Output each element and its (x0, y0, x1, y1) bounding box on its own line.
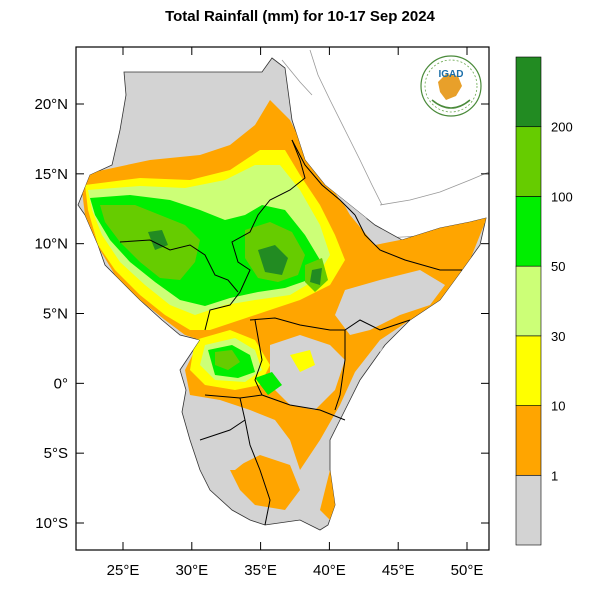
colorbar-bin (515, 196, 542, 267)
y-tick-label: 20°N (34, 96, 68, 113)
map-frame (75, 46, 490, 551)
colorbar-bin (515, 265, 542, 337)
colorbar-label: 200 (551, 120, 573, 135)
colorbar-bin (515, 405, 542, 476)
y-tick-label: 5°N (43, 306, 68, 323)
y-tick-label: 5°S (44, 445, 68, 462)
x-tick-label: 25°E (107, 562, 140, 579)
y-tick-label: 10°N (34, 236, 68, 253)
y-tick-label: 10°S (35, 515, 68, 532)
x-tick-label: 30°E (175, 562, 208, 579)
y-axis-ticks: 20°N 15°N 10°N 5°N 0° 5°S 10°S (34, 96, 489, 532)
colorbar-bin (515, 126, 542, 197)
x-axis-ticks: 25°E 30°E 35°E 40°E 45°E 50°E (107, 47, 484, 579)
colorbar-label: 50 (551, 259, 565, 274)
y-tick-label: 0° (54, 375, 68, 392)
colorbar-label: 10 (551, 399, 565, 414)
y-tick-label: 15°N (34, 166, 68, 183)
country-borders (119, 139, 462, 526)
x-tick-label: 50°E (451, 562, 484, 579)
map-title: Total Rainfall (mm) for 10-17 Sep 2024 (165, 8, 435, 25)
x-tick-label: 40°E (313, 562, 346, 579)
colorbar: 1 10 30 50 100 200 (515, 56, 573, 546)
colorbar-label: 100 (551, 189, 573, 204)
colorbar-bin (515, 474, 542, 546)
x-tick-label: 35°E (244, 562, 277, 579)
colorbar-label: 30 (551, 329, 565, 344)
x-tick-label: 45°E (382, 562, 415, 579)
colorbar-bin (515, 335, 542, 406)
igad-logo: IGAD (420, 55, 482, 117)
logo-text: IGAD (439, 69, 464, 80)
colorbar-label: 1 (551, 468, 558, 483)
colorbar-bin (515, 56, 542, 128)
